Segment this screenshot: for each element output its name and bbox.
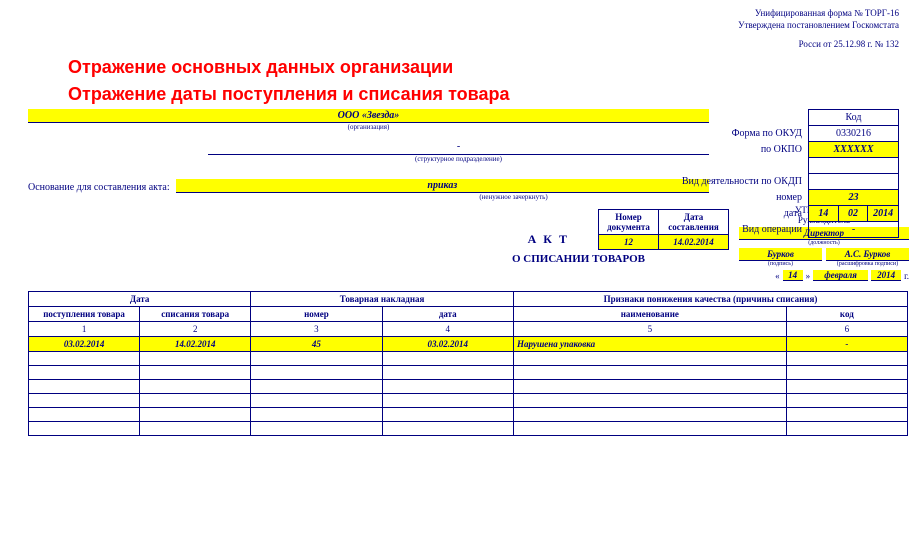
form-header-line2: Утверждена постановлением Госкомстата xyxy=(8,20,899,32)
approve-sign: Бурков xyxy=(739,248,822,261)
th-nakl-date: дата xyxy=(382,307,513,322)
approve-name: А.С. Бурков xyxy=(826,248,909,261)
okpo-label: по ОКПО xyxy=(678,142,809,158)
subdivision: - xyxy=(208,141,709,155)
date-year: 2014 xyxy=(868,206,899,222)
doc-number: 12 xyxy=(599,235,659,250)
th-nakl-num: номер xyxy=(251,307,382,322)
th-reason-name: наименование xyxy=(513,307,786,322)
basis-value: приказ xyxy=(176,179,709,193)
approve-position-hint: (должность) xyxy=(739,240,909,246)
akt-subtitle: О СПИСАНИИ ТОВАРОВ xyxy=(428,253,729,265)
number-label: номер xyxy=(678,190,809,206)
colnum-4: 4 xyxy=(382,322,513,337)
cell-date: 03.02.2014 xyxy=(382,337,513,352)
colnum-3: 3 xyxy=(251,322,382,337)
okud-value: 0330216 xyxy=(809,126,899,142)
approve-year: 2014 xyxy=(871,270,901,281)
th-reason-code: код xyxy=(786,307,907,322)
form-header-line3: Росси от 25.12.98 г. № 132 xyxy=(8,39,899,51)
colnum-6: 6 xyxy=(786,322,907,337)
basis-hint: (ненужное зачеркнуть) xyxy=(318,193,709,201)
number-value: 23 xyxy=(809,190,899,206)
approve-name-hint: (расшифровка подписи) xyxy=(826,261,909,267)
akt-title: А К Т xyxy=(428,232,579,247)
subdivision-hint: (структурное подразделение) xyxy=(208,155,709,163)
form-header-line1: Унифицированная форма № ТОРГ-16 xyxy=(8,8,899,20)
table-row: 03.02.2014 14.02.2014 45 03.02.2014 Нару… xyxy=(29,337,908,352)
cell-num: 45 xyxy=(251,337,382,352)
approve-sign-hint: (подпись) xyxy=(739,261,822,267)
colnum-1: 1 xyxy=(29,322,140,337)
form-header: Унифицированная форма № ТОРГ-16 Утвержде… xyxy=(8,8,899,51)
approve-day: 14 xyxy=(783,270,803,281)
table-row xyxy=(29,366,908,380)
table-row xyxy=(29,352,908,366)
table-row xyxy=(29,394,908,408)
th-date-in: поступления товара xyxy=(29,307,140,322)
okdp-label: Вид деятельности по ОКДП xyxy=(678,174,809,190)
basis-label: Основание для составления акта: xyxy=(28,182,170,193)
codes-table: Код Форма по ОКУД0330216 по ОКПОХХХХХХ В… xyxy=(678,109,899,238)
date-day: 14 xyxy=(809,206,839,222)
org-hint: (организация) xyxy=(28,123,709,131)
op-label: Вид операции xyxy=(678,222,809,238)
okpo-value: ХХХХХХ xyxy=(809,142,899,158)
date-label: дата xyxy=(678,206,809,222)
th-reason: Признаки понижения качества (причины спи… xyxy=(513,292,907,307)
okdp-value xyxy=(809,174,899,190)
cell-code: - xyxy=(786,337,907,352)
op-value: - xyxy=(809,222,899,238)
table-row xyxy=(29,408,908,422)
colnum-2: 2 xyxy=(140,322,251,337)
th-nakl: Товарная накладная xyxy=(251,292,514,307)
cell-out: 14.02.2014 xyxy=(140,337,251,352)
cell-in: 03.02.2014 xyxy=(29,337,140,352)
date-month: 02 xyxy=(838,206,868,222)
table-row xyxy=(29,380,908,394)
th-date-out: списания товара xyxy=(140,307,251,322)
approve-month: февраля xyxy=(813,270,868,281)
cell-reason: Нарушена упаковка xyxy=(513,337,786,352)
approve-g: г. xyxy=(904,271,909,281)
okud-label: Форма по ОКУД xyxy=(678,126,809,142)
main-table: Дата Товарная накладная Признаки понижен… xyxy=(28,291,908,436)
colnum-5: 5 xyxy=(513,322,786,337)
annotation-dates: Отражение даты поступления и списания то… xyxy=(68,84,909,105)
th-date: Дата xyxy=(29,292,251,307)
codes-title: Код xyxy=(809,110,899,126)
doc-col-number: Номер документа xyxy=(599,210,659,235)
table-row xyxy=(29,422,908,436)
annotation-org: Отражение основных данных организации xyxy=(68,57,909,78)
org-name: ООО «Звезда» xyxy=(28,109,709,123)
